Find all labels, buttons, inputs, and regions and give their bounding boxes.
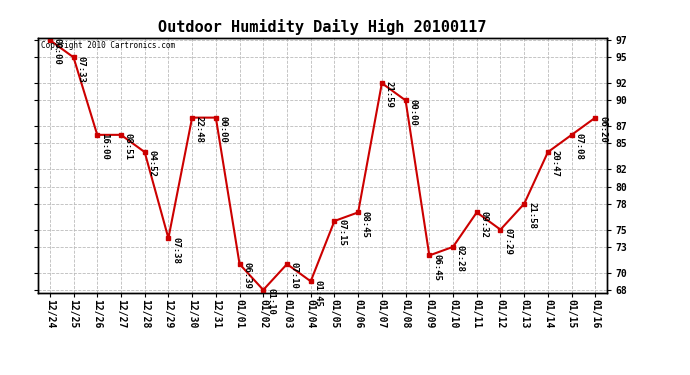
Text: 09:32: 09:32 — [480, 211, 489, 237]
Text: 07:38: 07:38 — [171, 237, 180, 263]
Text: 08:45: 08:45 — [361, 211, 370, 237]
Text: 06:45: 06:45 — [432, 254, 441, 280]
Text: 08:51: 08:51 — [124, 133, 132, 160]
Text: 00:00: 00:00 — [52, 38, 61, 65]
Text: 21:58: 21:58 — [527, 202, 536, 229]
Text: 04:52: 04:52 — [148, 150, 157, 177]
Text: 22:48: 22:48 — [195, 116, 204, 143]
Text: 07:15: 07:15 — [337, 219, 346, 246]
Text: 20:47: 20:47 — [551, 150, 560, 177]
Text: 16:00: 16:00 — [100, 133, 109, 160]
Text: 00:00: 00:00 — [219, 116, 228, 143]
Text: 07:33: 07:33 — [77, 56, 86, 82]
Text: 01:10: 01:10 — [266, 288, 275, 315]
Text: 00:00: 00:00 — [408, 99, 417, 126]
Text: 07:10: 07:10 — [290, 262, 299, 289]
Text: 06:39: 06:39 — [242, 262, 251, 289]
Text: 01:45: 01:45 — [313, 280, 322, 306]
Text: 21:59: 21:59 — [385, 81, 394, 108]
Text: 07:29: 07:29 — [503, 228, 512, 255]
Text: Copyright 2010 Cartronics.com: Copyright 2010 Cartronics.com — [41, 41, 175, 50]
Text: 02:28: 02:28 — [456, 245, 465, 272]
Text: 06:20: 06:20 — [598, 116, 607, 143]
Title: Outdoor Humidity Daily High 20100117: Outdoor Humidity Daily High 20100117 — [158, 19, 487, 35]
Text: 07:08: 07:08 — [575, 133, 584, 160]
